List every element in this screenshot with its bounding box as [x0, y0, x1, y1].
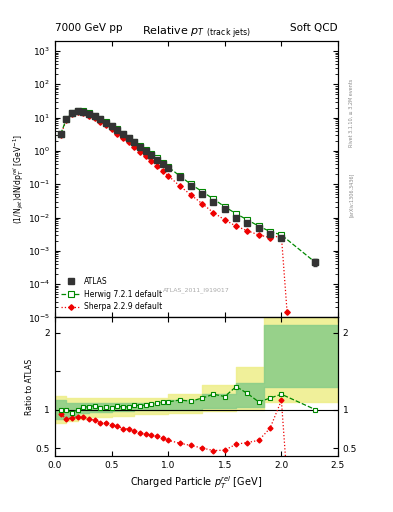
Legend: ATLAS, Herwig 7.2.1 default, Sherpa 2.2.9 default: ATLAS, Herwig 7.2.1 default, Sherpa 2.2.…: [59, 274, 165, 314]
Text: Soft QCD: Soft QCD: [290, 23, 338, 33]
Text: ATLAS_2011_I919017: ATLAS_2011_I919017: [163, 287, 230, 293]
Text: Rivet 3.1.10, ≥ 3.2M events: Rivet 3.1.10, ≥ 3.2M events: [349, 78, 354, 147]
Text: 7000 GeV pp: 7000 GeV pp: [55, 23, 123, 33]
Y-axis label: Ratio to ATLAS: Ratio to ATLAS: [26, 358, 35, 415]
Y-axis label: (1/N$_{jet}$)dN/dp$_T^{rel}$ [GeV$^{-1}$]: (1/N$_{jet}$)dN/dp$_T^{rel}$ [GeV$^{-1}$…: [12, 134, 26, 224]
Title: Relative $p_T$ $\mathregular{_{(track\ jets)}}$: Relative $p_T$ $\mathregular{_{(track\ j…: [142, 25, 251, 41]
Text: [arXiv:1306.3436]: [arXiv:1306.3436]: [349, 173, 354, 217]
X-axis label: Charged Particle $p_T^{rel}$ [GeV]: Charged Particle $p_T^{rel}$ [GeV]: [130, 474, 263, 490]
